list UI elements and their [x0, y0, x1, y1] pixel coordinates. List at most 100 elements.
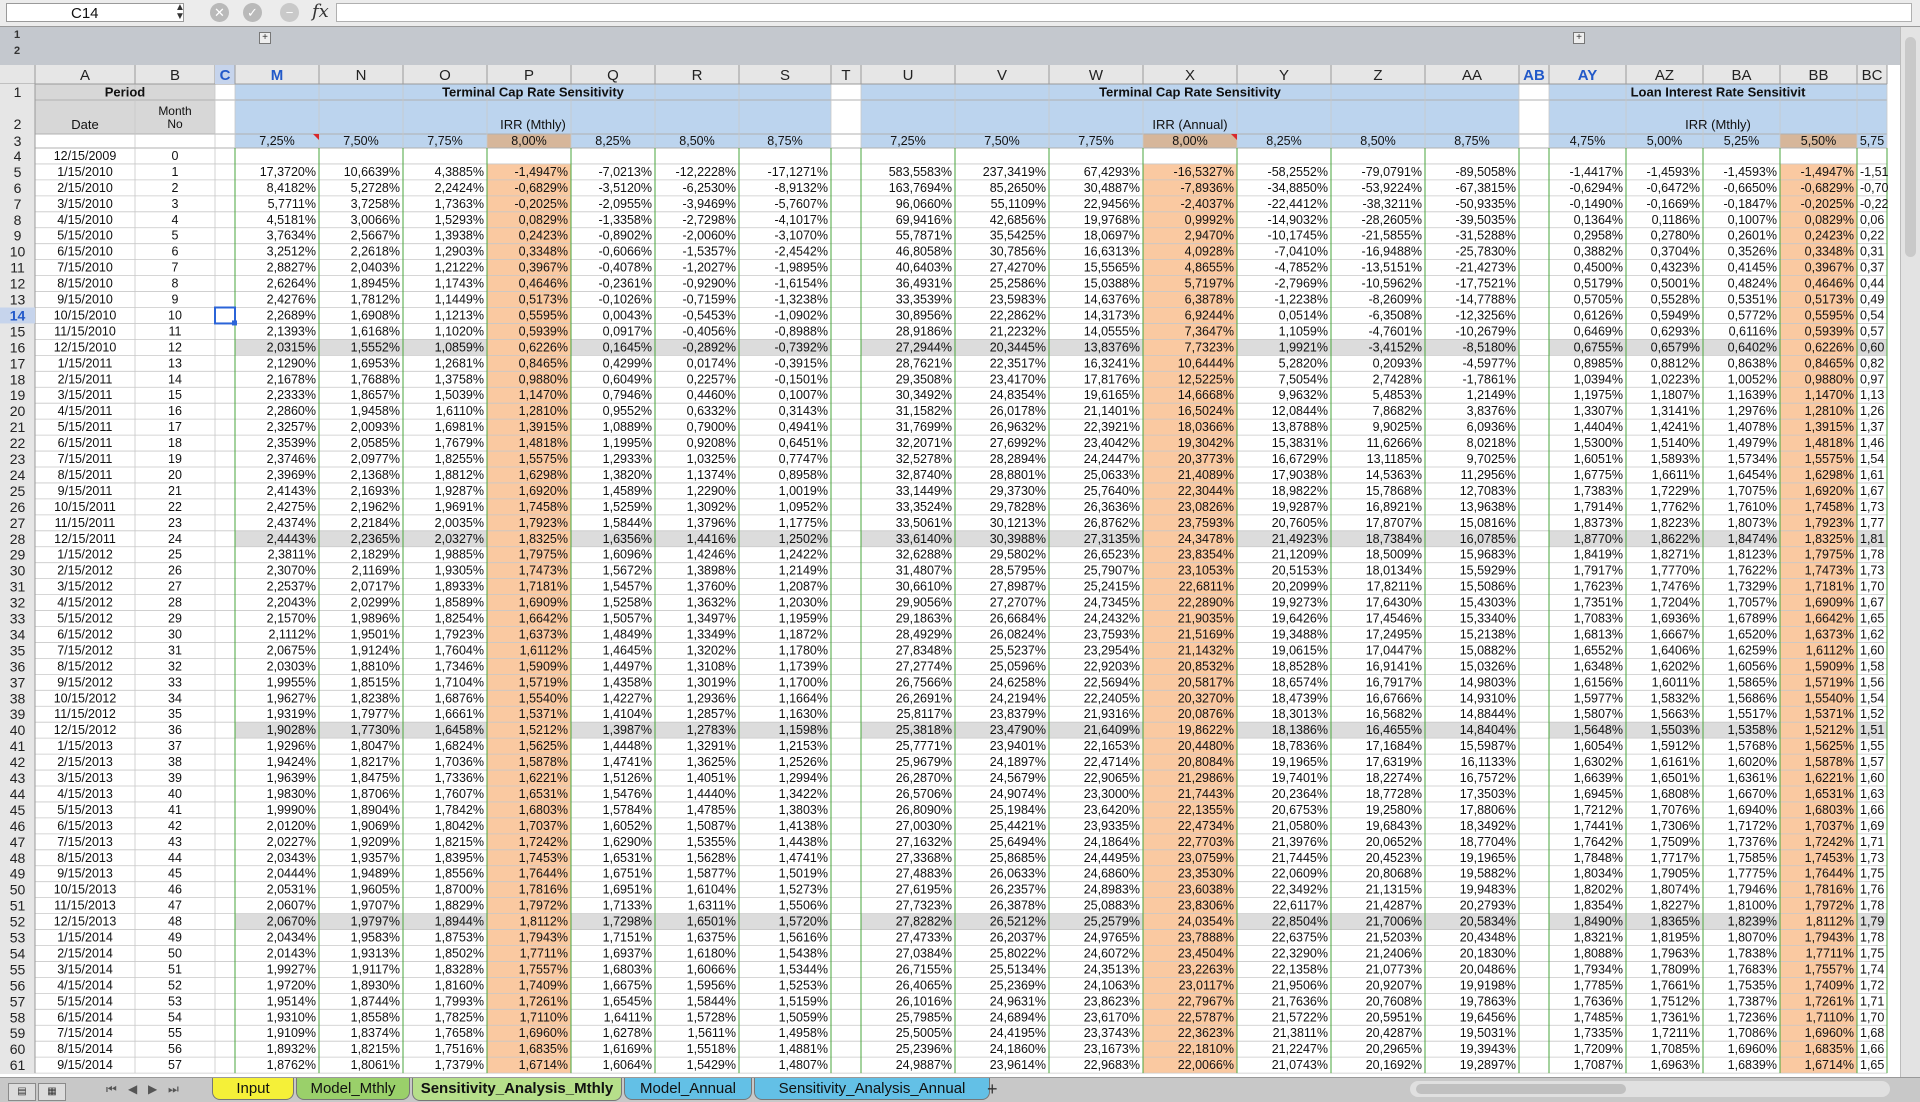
- value-cell[interactable]: 0,8638%: [1728, 356, 1777, 370]
- value-cell[interactable]: 1,6808%: [1651, 787, 1700, 801]
- value-cell[interactable]: 1,7363%: [435, 197, 484, 211]
- value-cell[interactable]: 1,66: [1860, 1042, 1884, 1056]
- value-cell[interactable]: 18,7704%: [1460, 835, 1516, 849]
- value-cell[interactable]: -0,4056%: [682, 324, 736, 338]
- value-cell[interactable]: 0,4299%: [603, 356, 652, 370]
- value-cell[interactable]: 22,5787%: [1178, 1010, 1234, 1024]
- value-cell[interactable]: 1,9955%: [267, 675, 316, 689]
- value-cell[interactable]: 2,0143%: [267, 946, 316, 960]
- value-cell[interactable]: 2,2184%: [351, 516, 400, 530]
- month-cell[interactable]: 32: [168, 659, 182, 673]
- value-cell[interactable]: -3,4152%: [1368, 340, 1422, 354]
- value-cell[interactable]: 1,4979%: [1728, 436, 1777, 450]
- value-cell[interactable]: 1,7209%: [1574, 1042, 1623, 1056]
- row-header-35[interactable]: 35: [10, 642, 26, 658]
- value-cell[interactable]: 25,8685%: [990, 851, 1046, 865]
- value-cell[interactable]: 1,1743%: [435, 277, 484, 291]
- value-cell[interactable]: 1,2149%: [779, 564, 828, 578]
- value-cell[interactable]: 35,5425%: [990, 229, 1046, 243]
- value-cell[interactable]: 1,1449%: [435, 293, 484, 307]
- value-cell[interactable]: 0,5351%: [1728, 293, 1777, 307]
- value-cell[interactable]: 28,7621%: [896, 356, 952, 370]
- value-cell[interactable]: 24,2447%: [1084, 452, 1140, 466]
- value-cell[interactable]: 1,7181%: [519, 580, 568, 594]
- value-cell[interactable]: 0,4500%: [1574, 261, 1623, 275]
- value-cell[interactable]: 23,0117%: [1179, 978, 1234, 992]
- date-cell[interactable]: 3/15/2010: [57, 197, 113, 211]
- value-cell[interactable]: 1,6112%: [520, 643, 568, 657]
- value-cell[interactable]: 26,2357%: [990, 883, 1046, 897]
- value-cell[interactable]: 1,5503%: [1651, 723, 1700, 737]
- value-cell[interactable]: 1,5784%: [603, 803, 652, 817]
- date-cell[interactable]: 9/15/2014: [57, 1058, 113, 1072]
- row-header-6[interactable]: 6: [14, 180, 22, 196]
- value-cell[interactable]: 1,3987%: [603, 723, 652, 737]
- value-cell[interactable]: 19,8622%: [1178, 723, 1234, 737]
- value-cell[interactable]: 20,6753%: [1272, 803, 1328, 817]
- value-cell[interactable]: 2,1678%: [267, 372, 316, 386]
- value-cell[interactable]: 1,8239%: [1728, 915, 1777, 929]
- value-cell[interactable]: 1,3202%: [687, 643, 736, 657]
- value-cell[interactable]: 1,7083%: [1574, 612, 1623, 626]
- value-cell[interactable]: 1,54: [1860, 691, 1884, 705]
- value-cell[interactable]: 1,2994%: [779, 771, 828, 785]
- value-cell[interactable]: 16,1133%: [1461, 755, 1516, 769]
- horizontal-scroll-thumb[interactable]: [1416, 1084, 1626, 1094]
- value-cell[interactable]: 0,49: [1860, 293, 1884, 307]
- value-cell[interactable]: 1,4138%: [779, 819, 828, 833]
- value-cell[interactable]: 1,3497%: [687, 612, 736, 626]
- column-header-ab[interactable]: AB: [1523, 67, 1545, 84]
- value-cell[interactable]: 46,8058%: [896, 245, 952, 259]
- row-header-10[interactable]: 10: [10, 244, 26, 260]
- value-cell[interactable]: 33,5061%: [896, 516, 952, 530]
- value-cell[interactable]: 1,67: [1860, 484, 1884, 498]
- row-header-16[interactable]: 16: [10, 339, 26, 355]
- month-cell[interactable]: 14: [168, 372, 182, 386]
- row-header-12[interactable]: 12: [10, 276, 26, 292]
- value-cell[interactable]: 17,9038%: [1272, 468, 1328, 482]
- spreadsheet-grid[interactable]: A B C M N O P Q R S T U V W X Y Z AA AB AY AZ BA BB BC 1 2 3 4 5 6 7 8 9…: [0, 65, 1900, 1077]
- value-cell[interactable]: 1,7181%: [1805, 580, 1854, 594]
- month-cell[interactable]: 6: [172, 245, 179, 259]
- value-cell[interactable]: 2,5667%: [351, 229, 400, 243]
- value-cell[interactable]: 1,4818%: [519, 436, 568, 450]
- sheet-tab-model-annual[interactable]: Model_Annual: [624, 1078, 752, 1100]
- value-cell[interactable]: 27,2944%: [896, 340, 952, 354]
- value-cell[interactable]: 27,0384%: [896, 946, 952, 960]
- value-cell[interactable]: 1,2149%: [1467, 388, 1516, 402]
- value-cell[interactable]: 23,8306%: [1178, 899, 1234, 913]
- value-cell[interactable]: 1,5540%: [1805, 691, 1854, 705]
- value-cell[interactable]: 0,3967%: [1805, 261, 1854, 275]
- value-cell[interactable]: 22,4734%: [1178, 819, 1234, 833]
- value-cell[interactable]: 23,7888%: [1178, 931, 1234, 945]
- value-cell[interactable]: 21,0773%: [1366, 962, 1422, 976]
- value-cell[interactable]: 0,9880%: [1805, 372, 1854, 386]
- value-cell[interactable]: 23,9401%: [990, 739, 1046, 753]
- value-cell[interactable]: 1,8762%: [267, 1058, 316, 1072]
- value-cell[interactable]: 0,2601%: [1728, 229, 1777, 243]
- value-cell[interactable]: 1,8325%: [519, 532, 568, 546]
- value-cell[interactable]: -1,4947%: [514, 165, 568, 179]
- value-cell[interactable]: 2,8827%: [267, 261, 316, 275]
- row-header-21[interactable]: 21: [10, 419, 26, 435]
- value-cell[interactable]: 4,3885%: [435, 165, 484, 179]
- value-cell[interactable]: 15,0816%: [1460, 516, 1516, 530]
- value-cell[interactable]: 1,5212%: [1805, 723, 1854, 737]
- value-cell[interactable]: 1,6501%: [687, 915, 736, 929]
- value-cell[interactable]: -0,6829%: [514, 181, 568, 195]
- value-cell[interactable]: 1,6936%: [1651, 612, 1700, 626]
- value-cell[interactable]: 1,4104%: [603, 707, 652, 721]
- value-cell[interactable]: -6,2530%: [682, 181, 736, 195]
- month-cell[interactable]: 34: [168, 691, 182, 705]
- value-cell[interactable]: 25,2586%: [990, 277, 1046, 291]
- value-cell[interactable]: 1,76: [1860, 883, 1884, 897]
- month-cell[interactable]: 7: [172, 261, 179, 275]
- value-cell[interactable]: 23,9335%: [1084, 819, 1140, 833]
- value-cell[interactable]: 1,7086%: [1728, 1026, 1777, 1040]
- value-cell[interactable]: 2,0434%: [267, 931, 316, 945]
- month-cell[interactable]: 33: [168, 675, 182, 689]
- value-cell[interactable]: 23,0759%: [1178, 851, 1234, 865]
- value-cell[interactable]: -1,51: [1860, 165, 1889, 179]
- month-cell[interactable]: 16: [168, 404, 182, 418]
- row-header-53[interactable]: 53: [10, 930, 26, 946]
